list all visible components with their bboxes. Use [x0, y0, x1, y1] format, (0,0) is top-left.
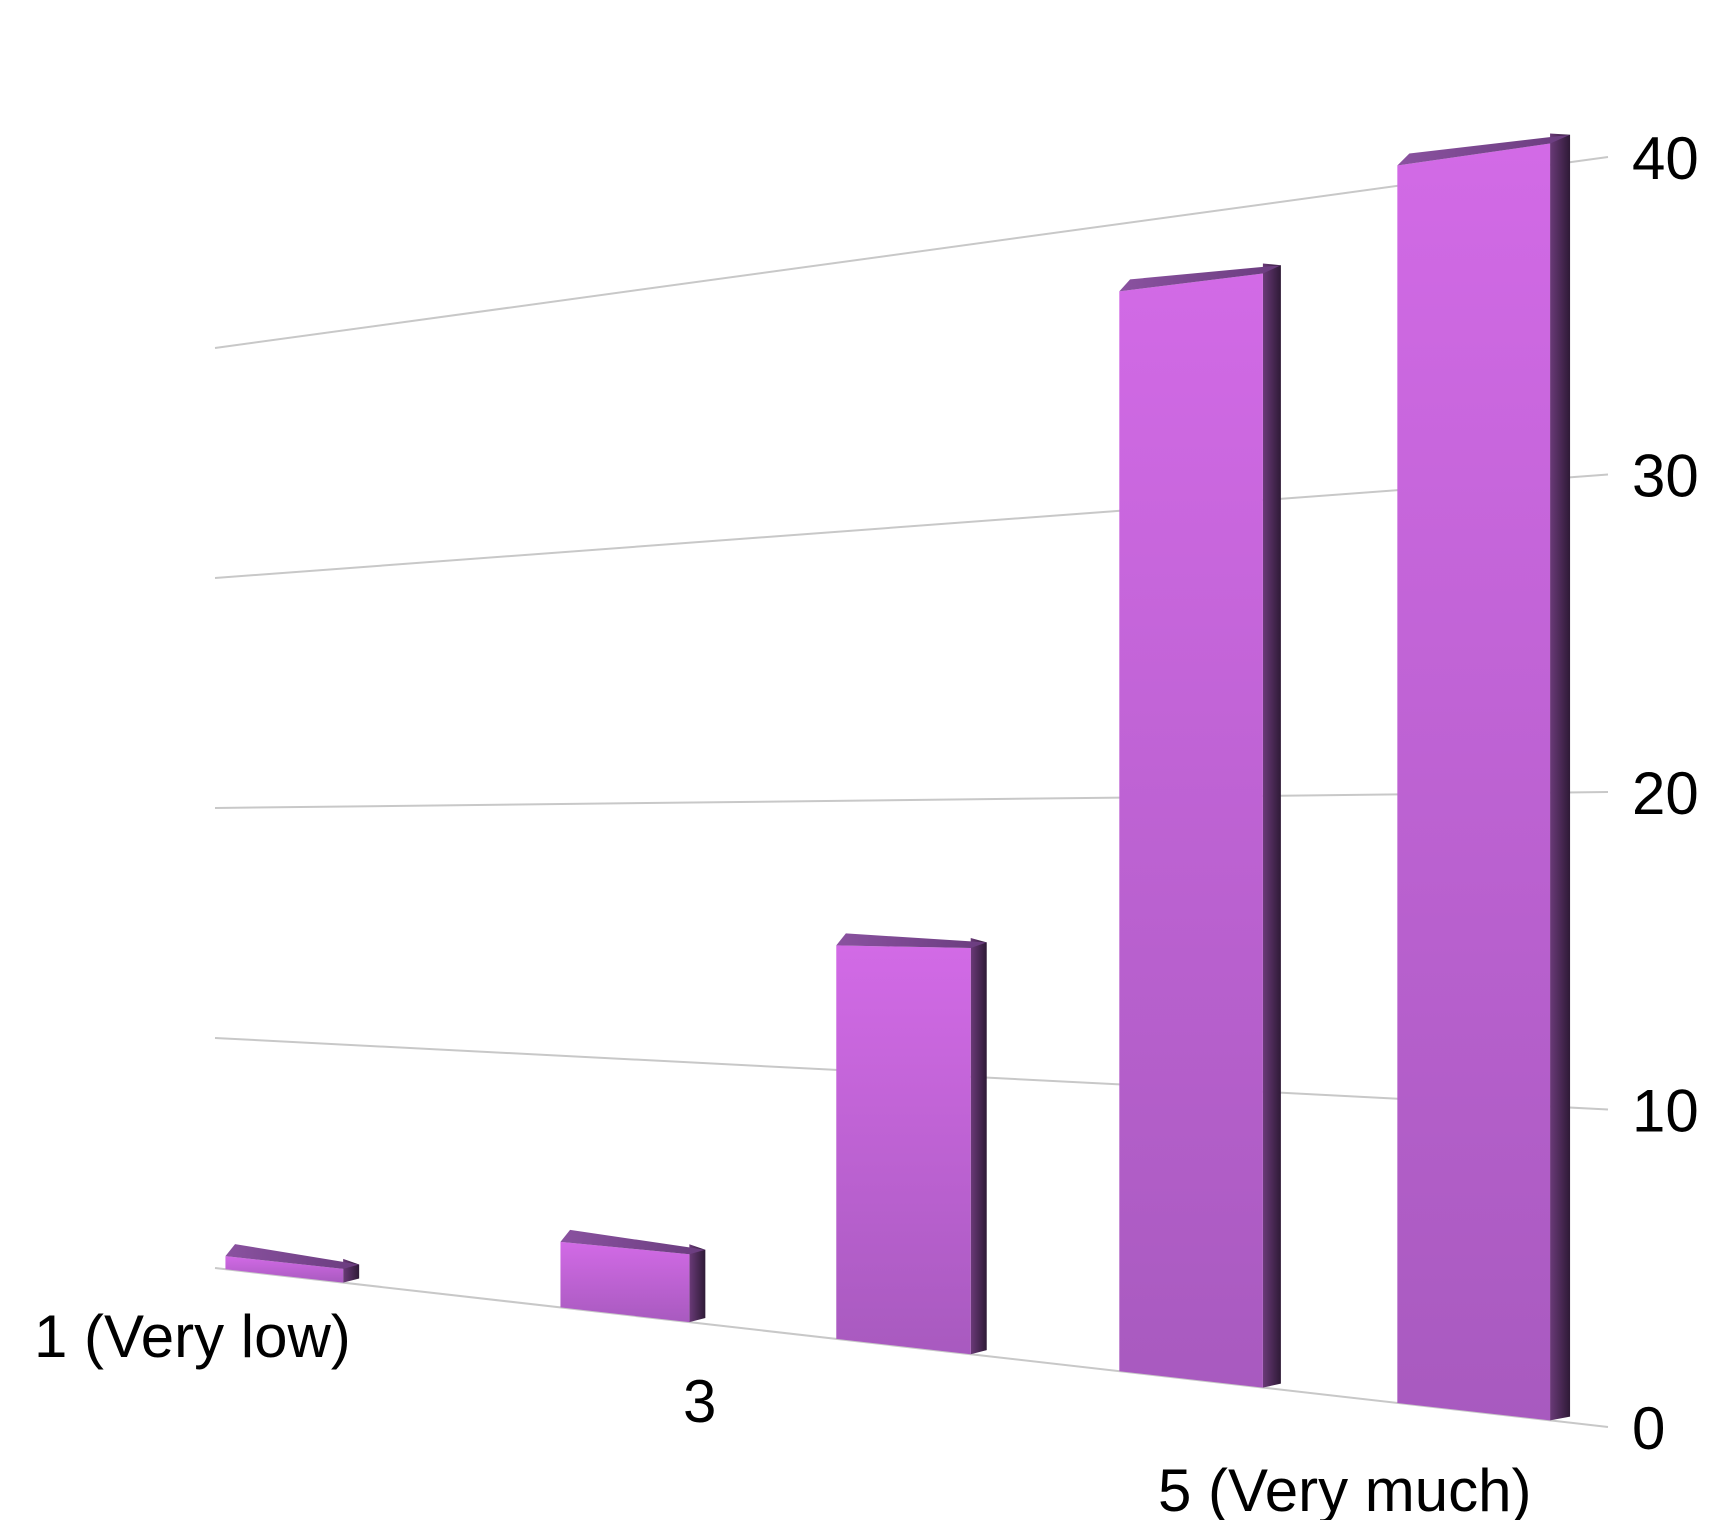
bar-side	[689, 1244, 706, 1323]
bar-side	[970, 938, 987, 1355]
bar-top	[225, 1244, 360, 1269]
gridline-20	[214, 791, 1609, 809]
bar-2	[560, 1241, 690, 1323]
bar-5	[1397, 143, 1551, 1421]
bar-side	[1550, 133, 1571, 1421]
bar-side	[1262, 263, 1281, 1388]
gridlines	[214, 156, 1609, 1428]
bars	[225, 133, 1571, 1421]
x-tick-label: 5 (Very much)	[1158, 1457, 1531, 1520]
y-tick-label: 20	[1632, 760, 1699, 827]
x-tick-label: 3	[683, 1368, 716, 1435]
gridline-0	[214, 1267, 1609, 1428]
bar-4	[1119, 273, 1263, 1388]
bar-top	[560, 1229, 706, 1255]
bar-1	[225, 1256, 344, 1283]
y-tick-label: 30	[1632, 443, 1699, 510]
bar-top	[1119, 265, 1281, 292]
y-tick-label: 10	[1632, 1078, 1699, 1145]
bar-top	[836, 933, 987, 949]
gridline-40	[214, 156, 1609, 349]
y-tick-label: 0	[1632, 1395, 1665, 1462]
y-tick-label: 40	[1632, 125, 1699, 192]
bar-3	[836, 945, 971, 1355]
gridline-30	[214, 473, 1609, 579]
bar-top	[1397, 134, 1571, 166]
labels: 0 10 20 30 40 1 (Very low) 3 5 (Very much)	[34, 125, 1699, 1520]
x-tick-label: 1 (Very low)	[34, 1303, 351, 1370]
